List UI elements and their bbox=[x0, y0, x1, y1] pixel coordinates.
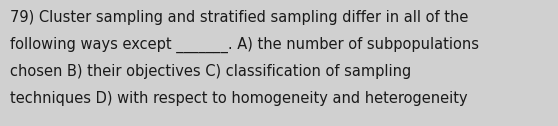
Text: following ways except _______. A) the number of subpopulations: following ways except _______. A) the nu… bbox=[10, 37, 479, 53]
Text: chosen B) their objectives C) classification of sampling: chosen B) their objectives C) classifica… bbox=[10, 64, 411, 79]
Text: techniques D) with respect to homogeneity and heterogeneity: techniques D) with respect to homogeneit… bbox=[10, 91, 468, 106]
Text: 79) Cluster sampling and stratified sampling differ in all of the: 79) Cluster sampling and stratified samp… bbox=[10, 10, 468, 25]
